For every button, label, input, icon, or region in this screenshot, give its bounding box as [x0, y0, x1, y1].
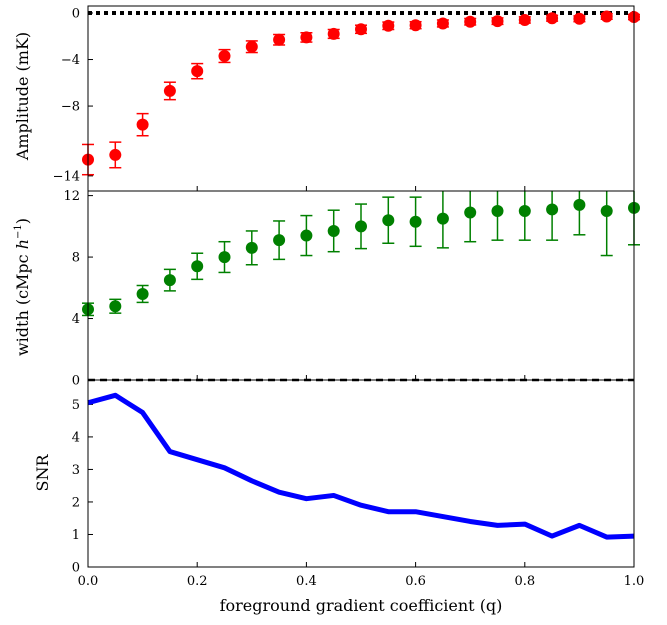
amplitude-point [491, 15, 504, 28]
amplitude-point [191, 65, 204, 78]
amplitude-point [382, 19, 395, 32]
snr-ytick-label: 4 [72, 430, 80, 445]
width-point [218, 251, 231, 264]
width-point [382, 214, 395, 227]
amplitude-ytick-label: −8 [61, 100, 80, 115]
width-point [355, 220, 367, 233]
width-point [518, 204, 531, 217]
amplitude-point [600, 10, 613, 23]
amplitude-point [409, 19, 422, 32]
x-tick-label: 0.8 [514, 574, 535, 589]
snr-frame [87, 379, 635, 568]
width-ytick-label: 12 [63, 189, 80, 204]
width-ytick-label: 0 [72, 374, 80, 389]
amplitude-point [518, 13, 531, 26]
amplitude-point [355, 23, 367, 36]
x-tick-label: 0.4 [296, 574, 317, 589]
snr-panel: 0 1 2 3 4 5 0.0 0.2 0.4 0.6 0.8 1.0 [72, 379, 645, 589]
amplitude-point [273, 33, 286, 46]
amplitude-point [136, 118, 149, 131]
snr-line [87, 392, 635, 540]
width-point [191, 260, 204, 273]
width-ytick-label: 8 [72, 251, 80, 266]
amplitude-point [109, 148, 122, 161]
amplitude-point [327, 27, 340, 40]
amplitude-point [573, 12, 586, 25]
amplitude-point [218, 50, 231, 63]
width-point [136, 287, 149, 300]
amplitude-point [546, 12, 559, 25]
width-point [163, 274, 176, 287]
width-axis-label: width (cMpc h−1) [13, 218, 32, 356]
width-label-main: width (cMpc [13, 249, 32, 356]
width-point [436, 212, 449, 225]
width-label-close: ) [13, 218, 32, 224]
x-tick-label: 0.2 [187, 574, 208, 589]
width-point [600, 204, 613, 217]
width-point [300, 229, 313, 242]
width-point [491, 204, 504, 217]
width-point [273, 234, 286, 247]
snr-axis-label: SNR [33, 454, 52, 492]
amplitude-axis-label: Amplitude (mK) [13, 32, 32, 161]
amplitude-ytick-label: −14 [53, 169, 80, 184]
width-point [245, 241, 258, 254]
x-tick-label: 0.6 [405, 574, 426, 589]
amplitude-panel: 0 −4 −8 −14 [53, 5, 640, 192]
amplitude-ytick-label: −4 [61, 53, 80, 68]
amplitude-point [300, 31, 313, 44]
amplitude-point [245, 40, 258, 53]
snr-ytick-label: 2 [72, 495, 80, 510]
width-label-italic: h [13, 239, 32, 249]
snr-ytick-label: 1 [72, 528, 80, 543]
width-point [109, 300, 122, 313]
amplitude-ytick-label: 0 [72, 6, 80, 21]
x-axis-label: foreground gradient coefficient (q) [220, 596, 503, 615]
amplitude-point [163, 84, 176, 97]
x-tick-label: 0.0 [78, 574, 99, 589]
width-point [409, 215, 422, 228]
width-point [327, 224, 340, 237]
snr-ytick-label: 3 [72, 463, 80, 478]
width-point [464, 206, 477, 219]
width-point [546, 203, 559, 216]
width-panel: 0 4 8 12 [63, 189, 640, 389]
snr-ytick-label: 0 [72, 561, 80, 576]
width-label-sup: −1 [13, 224, 24, 239]
width-ytick-label: 4 [72, 312, 80, 327]
amplitude-point [436, 17, 449, 30]
amplitude-point [464, 15, 477, 28]
width-point [573, 198, 586, 211]
snr-ytick-label: 5 [72, 398, 80, 413]
x-tick-label: 1.0 [624, 574, 645, 589]
